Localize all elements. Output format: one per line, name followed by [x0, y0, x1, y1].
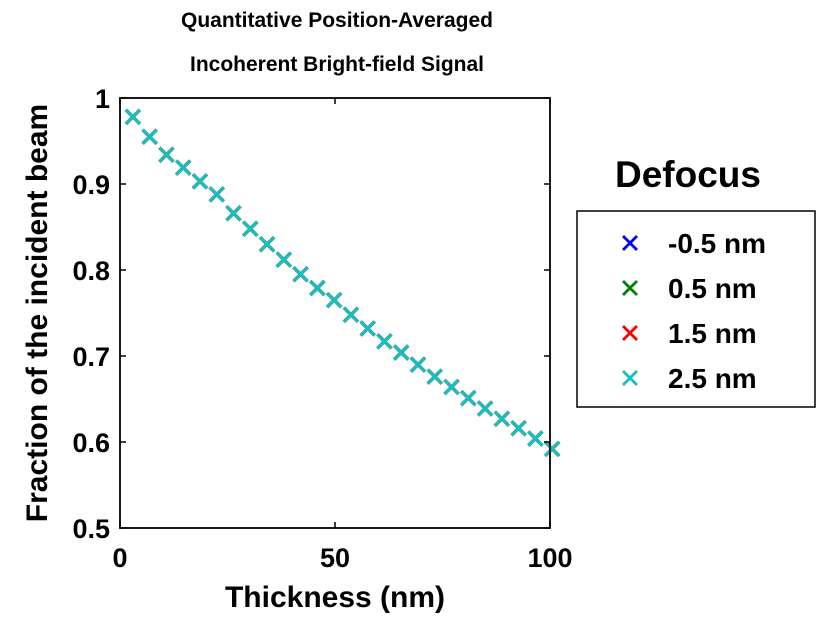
x-tick-label: 0: [112, 543, 127, 573]
y-axis-label: Fraction of the incident beam: [21, 104, 54, 522]
legend-marker: [622, 325, 638, 341]
legend-marker: [622, 280, 638, 296]
series-layer: [124, 108, 561, 458]
x-tick-label: 50: [320, 543, 350, 573]
legend-title: Defocus: [615, 154, 761, 195]
data-point: [124, 108, 142, 126]
legend-marker: [622, 370, 638, 386]
data-point: [225, 205, 242, 222]
data-point: [359, 320, 376, 337]
legend: -0.5 nm 0.5 nm 1.5 nm 2.5 nm: [576, 210, 816, 408]
data-point: [460, 390, 477, 407]
legend-marker: [622, 235, 638, 251]
legend-label: 1.5 nm: [668, 318, 757, 349]
data-point: [326, 291, 343, 309]
y-tick-label: 0.8: [72, 256, 110, 286]
data-point: [275, 251, 292, 268]
x-tick-label: 100: [527, 543, 572, 573]
data-point: [342, 306, 360, 323]
data-point: [292, 266, 309, 283]
y-tick-label: 0.6: [72, 428, 110, 458]
data-point: [141, 128, 158, 145]
data-point: [409, 356, 427, 373]
data-point: [208, 186, 225, 203]
y-tick-label: 0.9: [72, 170, 110, 200]
data-point: [443, 378, 460, 396]
data-point: [376, 333, 393, 350]
data-point: [493, 410, 510, 427]
legend-label: 2.5 nm: [668, 363, 757, 394]
y-ticks: 0.5 0.6 0.7 0.8 0.9 1: [72, 84, 550, 544]
data-point: [258, 236, 276, 253]
data-point: [510, 420, 527, 437]
data-point: [158, 146, 175, 163]
chart-title-line-2: Incoherent Bright-field Signal: [190, 53, 484, 76]
legend-box: [576, 210, 816, 408]
data-point: [309, 279, 326, 297]
data-point: [544, 440, 561, 458]
x-ticks: 0 50 100: [112, 98, 573, 573]
chart-title-line-1: Quantitative Position-Averaged: [181, 9, 493, 32]
data-point: [242, 220, 259, 237]
x-axis-label: Thickness (nm): [225, 581, 445, 614]
y-tick-label: 0.5: [72, 514, 110, 544]
series-3: [124, 108, 561, 458]
y-tick-label: 0.7: [72, 342, 110, 372]
data-point: [393, 344, 410, 361]
data-point: [527, 430, 544, 447]
data-point: [175, 159, 192, 176]
legend-label: -0.5 nm: [668, 228, 766, 259]
legend-label: 0.5 nm: [668, 273, 757, 304]
plot-area: [120, 98, 550, 528]
data-point: [476, 400, 494, 417]
data-point: [426, 368, 443, 385]
data-point: [191, 173, 209, 190]
y-tick-label: 1: [95, 84, 110, 114]
